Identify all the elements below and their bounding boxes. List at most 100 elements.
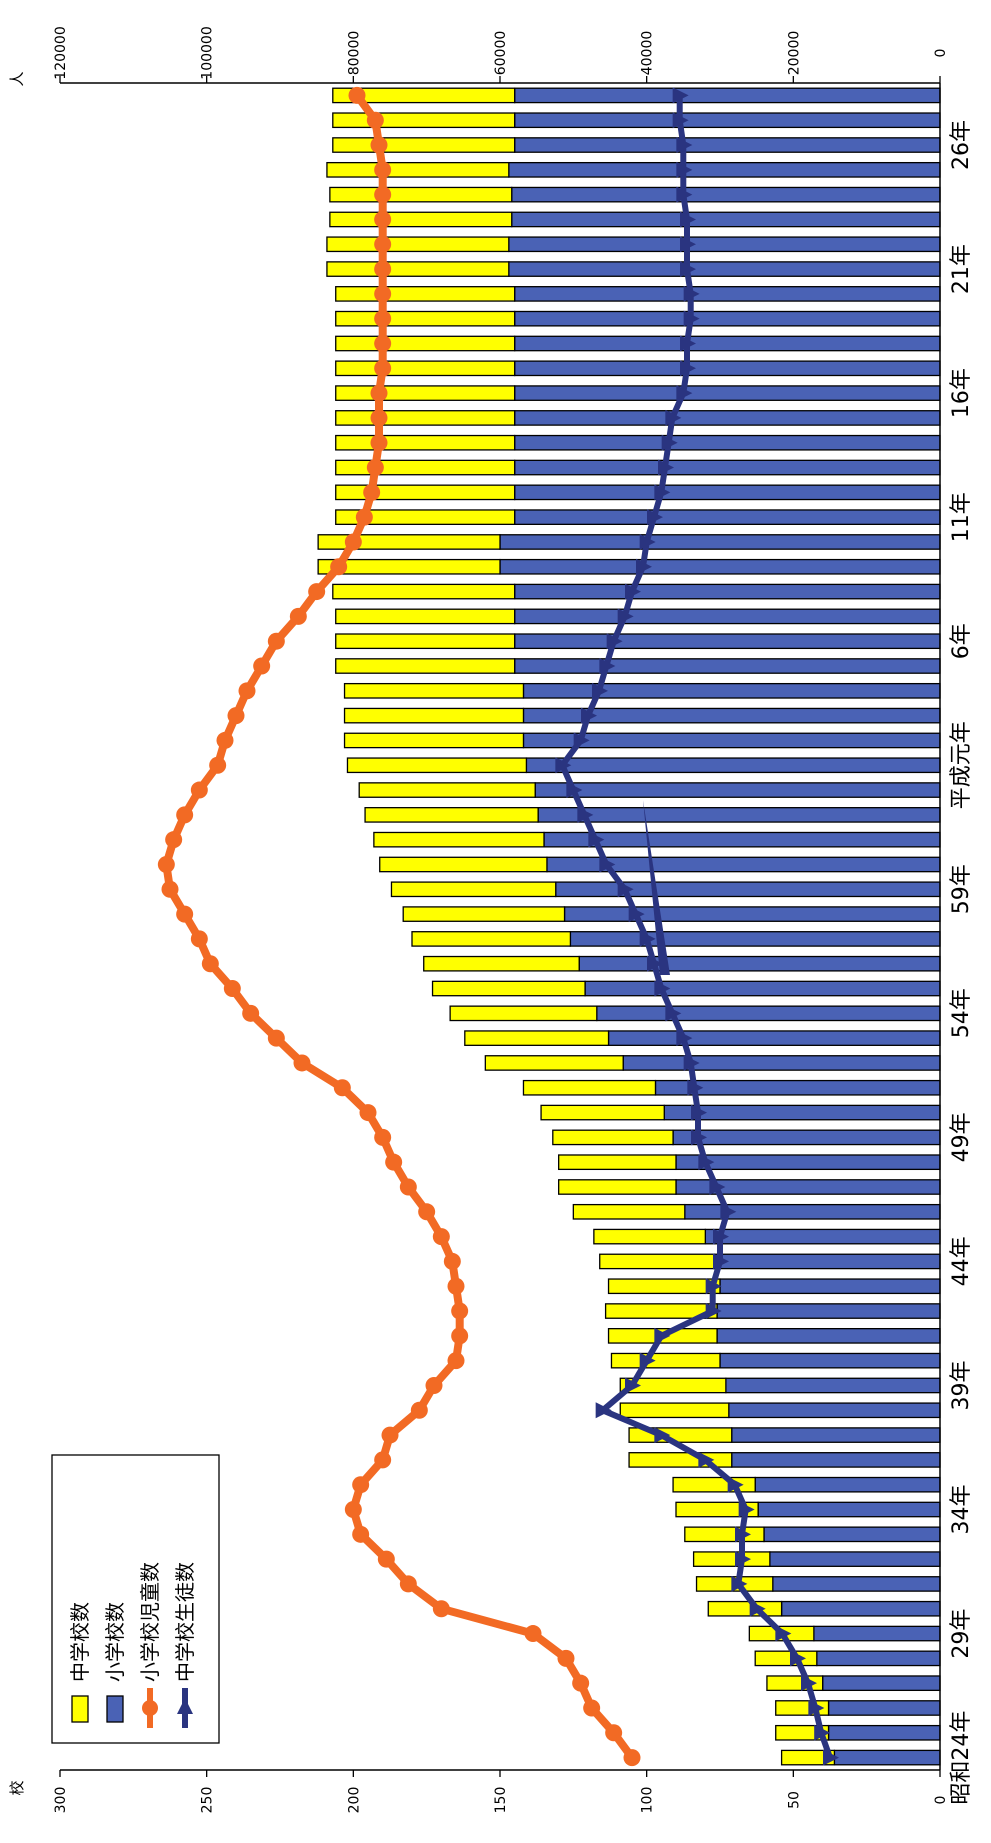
bar-elementary-schools [534,782,941,798]
bar-junior-high-schools [343,707,525,724]
left-axis-tick-label: 300 [53,1787,69,1814]
point-junior-high-students [676,161,693,178]
bar-elementary-schools [508,236,941,253]
point-junior-high-students [683,310,700,327]
bar-junior-high-schools [358,782,536,798]
bar-elementary-schools [514,484,941,501]
point-elementary-pupils [223,980,241,998]
point-elementary-pupils [447,1277,465,1295]
point-junior-high-students [599,658,616,675]
point-elementary-pupils [227,707,245,725]
right-axis-tick-label: 60000 [493,31,509,76]
bar-junior-high-schools [610,1352,721,1369]
bar-junior-high-schools [431,980,586,997]
point-elementary-pupils [374,334,392,352]
legend-label: 小学校数 [103,1602,127,1682]
point-junior-high-students [731,1575,748,1592]
legend-label: 中学校生徒数 [173,1562,197,1682]
bar-elementary-schools [514,658,941,674]
point-elementary-pupils [381,1426,399,1444]
point-junior-high-students [691,1104,707,1121]
point-junior-high-students [735,1551,751,1568]
point-junior-high-students [647,509,663,526]
point-elementary-pupils [366,459,384,477]
bar-elementary-schools [763,1526,941,1543]
bar-junior-high-schools [364,807,539,823]
point-junior-high-students [628,906,645,923]
bar-elementary-schools [578,955,941,972]
bar-junior-high-schools [707,1600,783,1617]
bar-junior-high-schools [464,1030,610,1046]
stray-mark [643,800,670,975]
point-junior-high-students [680,360,696,377]
point-junior-high-students [680,261,696,278]
legend-swatch [71,1695,89,1723]
point-junior-high-students [705,1278,722,1295]
point-elementary-pupils [333,1079,351,1097]
bar-junior-high-schools [326,161,510,178]
bar-junior-high-schools [317,558,501,575]
point-junior-high-students [680,236,696,253]
point-elementary-pupils [355,508,373,526]
bar-elementary-schools [675,1154,941,1171]
bar-elementary-schools [716,1328,941,1344]
bar-junior-high-schools [411,931,572,947]
point-elementary-pupils [161,880,179,898]
point-junior-high-students [661,434,678,451]
bar-elementary-schools [525,757,941,774]
point-elementary-pupils [216,731,234,749]
point-elementary-pupils [308,583,326,601]
point-elementary-pupils [385,1153,403,1171]
point-junior-high-students [676,186,693,203]
point-junior-high-students [735,1526,751,1543]
bar-elementary-schools [514,286,941,302]
point-junior-high-students [814,1724,831,1741]
bar-elementary-schools [514,87,941,104]
labels-layer: 0 50 100 150 200 250 300 0 20000 40000 60000 80000 1… [8,26,974,1813]
left-axis-tick-label: 150 [493,1787,509,1814]
left-axis-tick-label: 250 [200,1787,216,1814]
bar-junior-high-schools [335,658,516,674]
bar-elementary-schools [725,1377,941,1394]
bar-junior-high-schools [335,459,516,476]
point-junior-high-students [639,930,656,947]
bar-elementary-schools [499,534,941,550]
bar-junior-high-schools [684,1526,765,1543]
point-junior-high-students [676,385,693,402]
bar-elementary-schools [816,1650,941,1667]
point-elementary-pupils [374,1451,392,1469]
point-junior-high-students [639,1352,656,1369]
axes-layer [59,76,941,1777]
bar-junior-high-schools [593,1228,706,1245]
point-elementary-pupils [238,682,256,700]
legend-box [51,1454,220,1744]
bar-elementary-schools [827,1724,941,1741]
bar-junior-high-schools [346,757,528,774]
bar-junior-high-schools [540,1104,665,1121]
bar-junior-high-schools [329,186,513,203]
bar-junior-high-schools [423,955,580,972]
point-junior-high-students [738,1501,755,1518]
bar-junior-high-schools [332,583,516,600]
right-axis-tick-label: 100000 [200,26,216,79]
point-junior-high-students [581,707,597,724]
bar-elementary-schools [719,1278,941,1295]
point-elementary-pupils [348,86,366,104]
point-elementary-pupils [374,359,392,377]
point-junior-high-students [566,782,583,799]
legend-swatch-marker [142,1700,158,1716]
bar-junior-high-schools [335,310,516,327]
point-junior-high-students [676,1030,693,1047]
point-elementary-pupils [289,607,307,625]
point-elementary-pupils [330,558,348,576]
point-elementary-pupils [359,1104,377,1122]
category-label: 49年 [949,1112,974,1162]
bar-elementary-schools [514,335,941,352]
bar-elementary-schools [514,459,941,476]
bar-elementary-schools [772,1576,941,1592]
category-label: 39年 [949,1361,974,1411]
right-axis-unit: 人 [8,71,26,86]
bar-elementary-schools [522,682,941,699]
point-junior-high-students [691,1129,707,1146]
point-elementary-pupils [370,409,388,427]
